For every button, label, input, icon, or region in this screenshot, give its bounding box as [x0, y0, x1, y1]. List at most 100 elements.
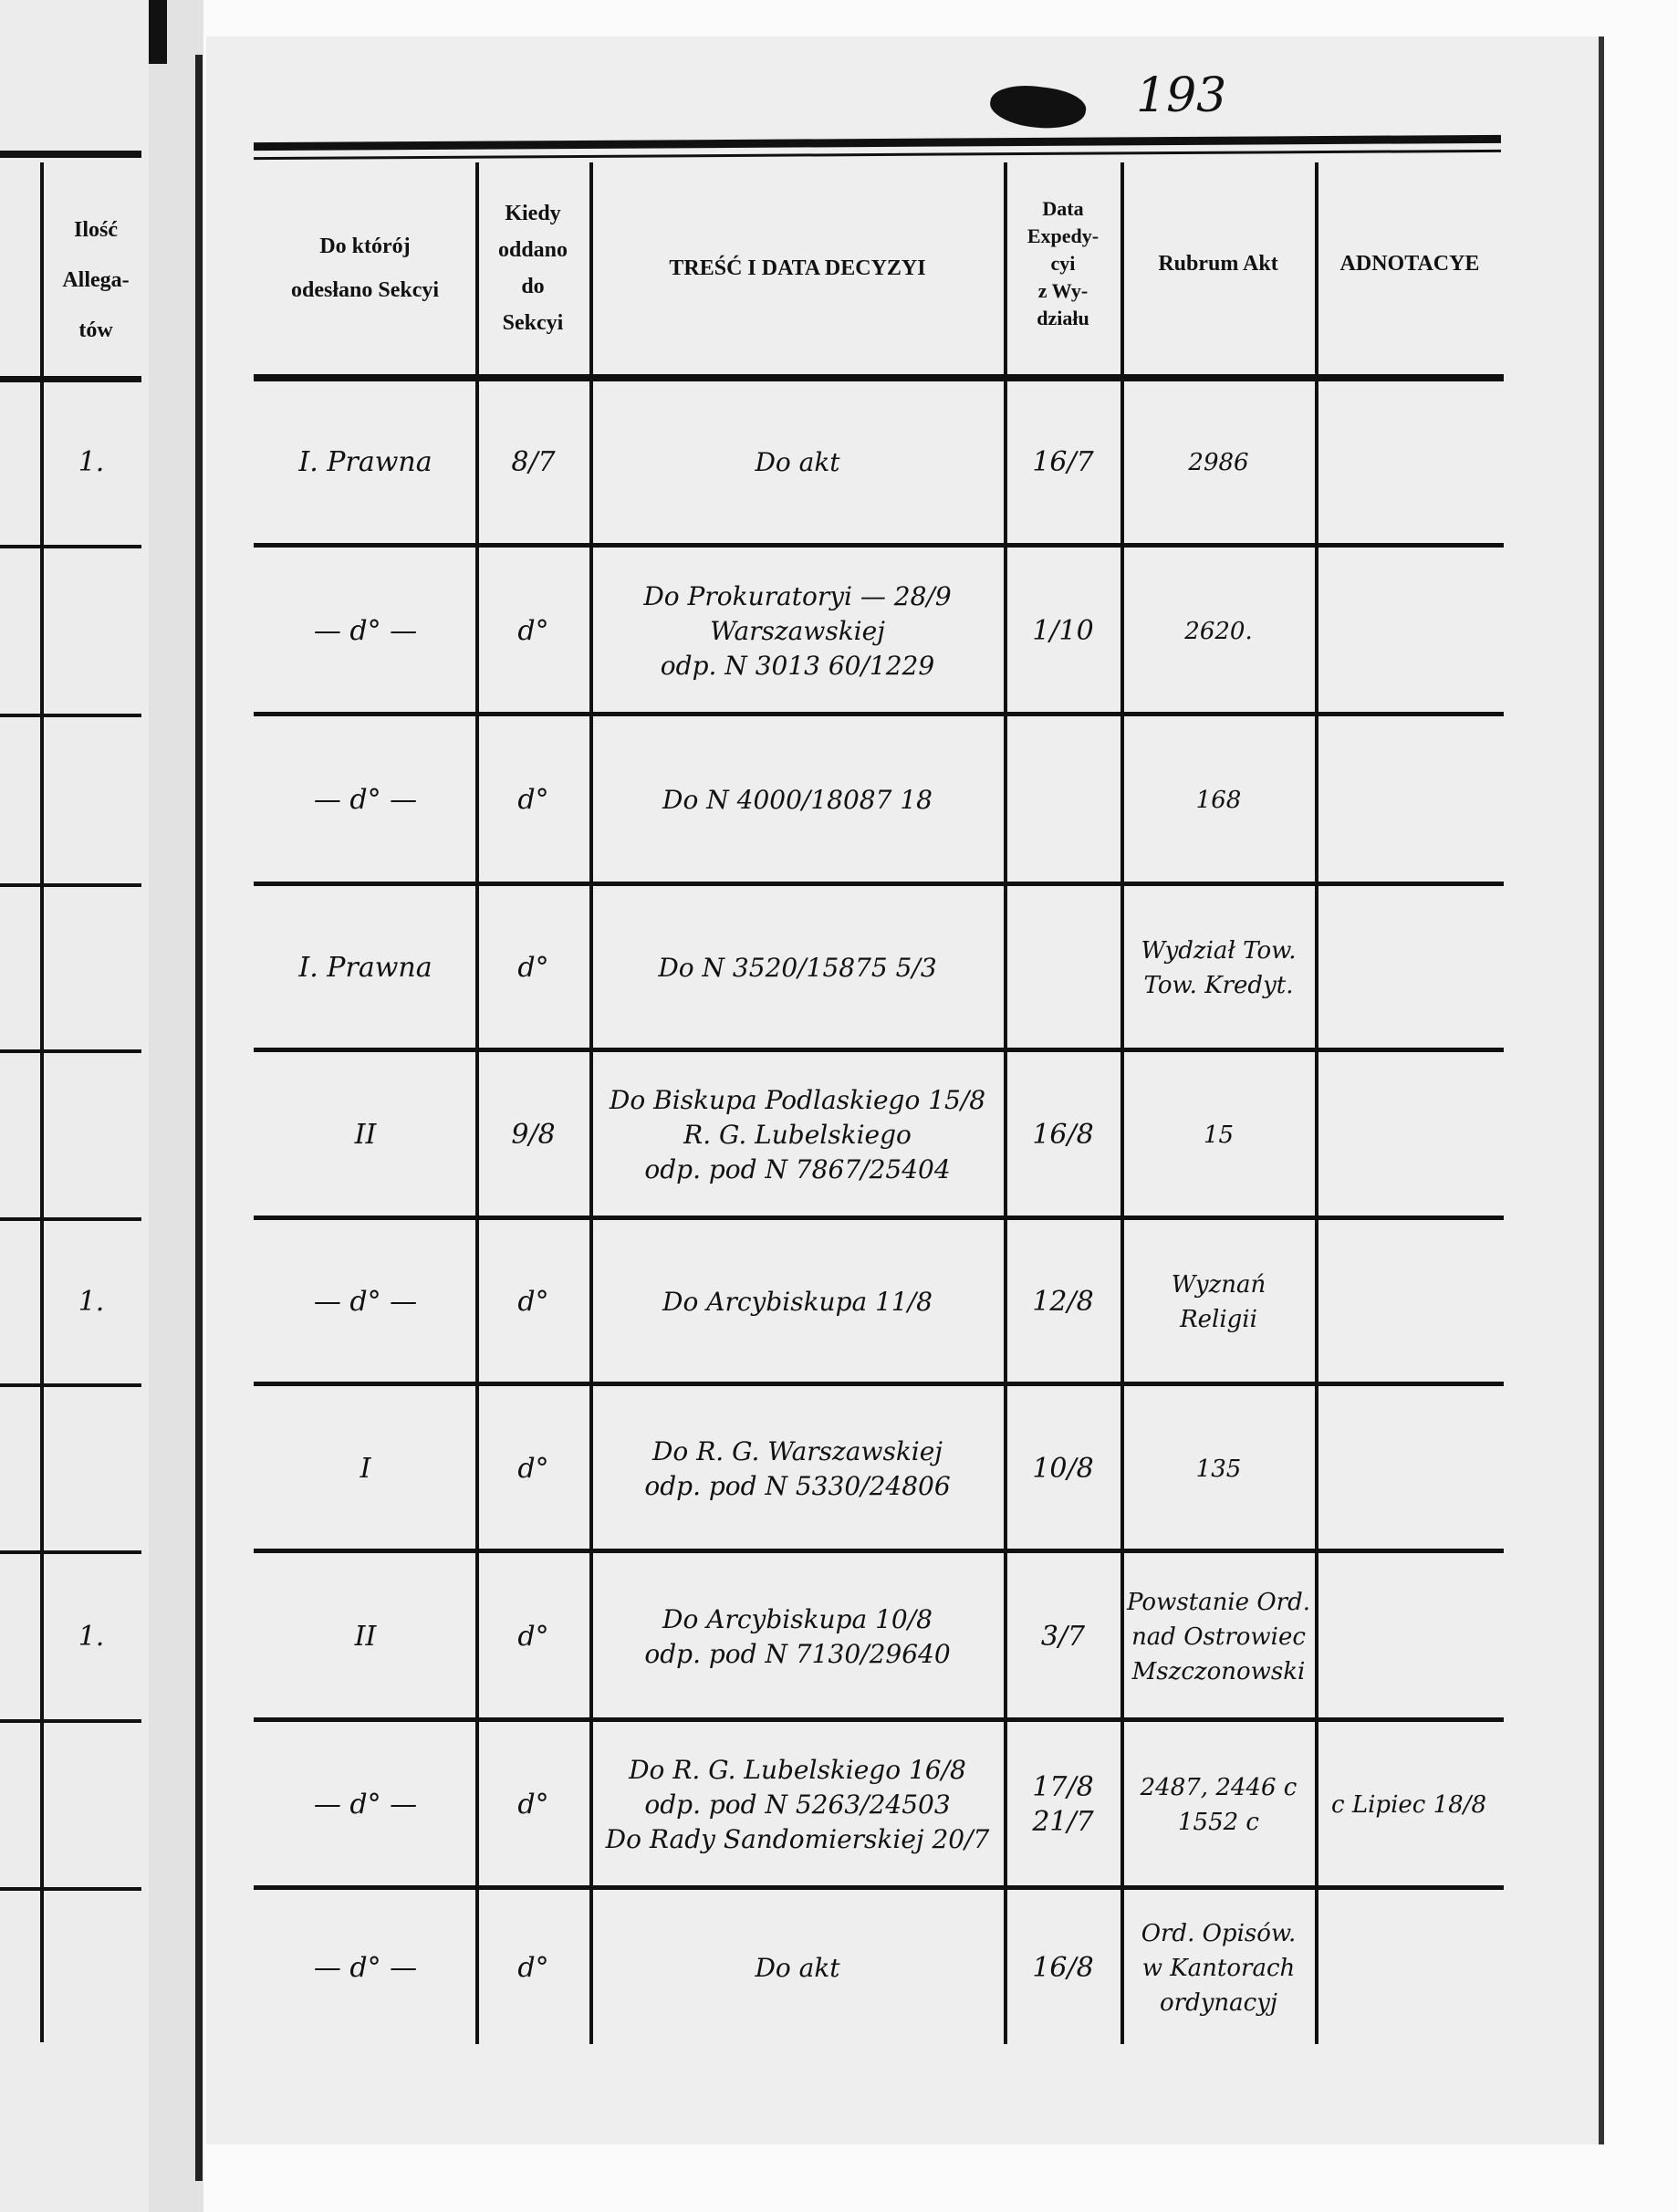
- content-text: odp. pod N 7867/25404: [644, 1154, 951, 1184]
- rubrum-text: Religii: [1180, 1306, 1257, 1333]
- row-rule: [254, 1717, 1504, 1722]
- content-text: Do akt: [755, 446, 840, 477]
- left-row-rule: [0, 1383, 141, 1387]
- allegation-count: [46, 719, 137, 882]
- cell-section: II: [259, 1055, 472, 1216]
- cell-section: — d° —: [259, 1223, 472, 1382]
- row-rule: [254, 1885, 1504, 1890]
- cell-expedition: [1009, 719, 1117, 882]
- rubrum-text: w Kantorach: [1141, 1955, 1296, 1982]
- rubrum-text: 2620.: [1184, 617, 1253, 645]
- rubrum-text: 2487, 2446 c: [1140, 1774, 1298, 1801]
- row-rule: [254, 1048, 1504, 1052]
- allegation-count: [46, 1893, 137, 2044]
- left-row-rule: [0, 1719, 141, 1723]
- content-text: Do Rady Sandomierskiej 20/7: [605, 1824, 990, 1854]
- left-header-rule: [0, 376, 141, 382]
- content-text: Do Arcybiskupa 11/8: [662, 1287, 933, 1317]
- header-line: odesłano Sekcyi: [290, 278, 440, 302]
- cell-section: I. Prawna: [259, 889, 472, 1048]
- rubrum-text: 135: [1195, 1455, 1242, 1483]
- allegation-count: [46, 550, 137, 712]
- expedition-text: 16/8: [1032, 1119, 1094, 1151]
- cell-notes: c Lipiec 18/8: [1320, 1725, 1497, 1885]
- row-rule: [254, 1216, 1504, 1220]
- rubrum-text: Mszczonowski: [1131, 1657, 1306, 1685]
- section-text: I. Prawna: [298, 445, 433, 478]
- when-text: d°: [517, 1452, 549, 1485]
- allegation-count: 1.: [78, 1286, 105, 1318]
- content-text: Warszawskiej: [710, 615, 885, 646]
- header-content: TREŚĆ I DATA DECYZYI: [669, 256, 926, 280]
- content-text: Do Biskupa Podlaskiego 15/8: [609, 1085, 986, 1115]
- header-line: tów: [78, 318, 113, 342]
- content-text: Do N 4000/18087 18: [662, 785, 933, 815]
- left-column-rule: [40, 162, 44, 2042]
- left-row-rule: [0, 714, 141, 717]
- cell-content: Do akt: [595, 1893, 1000, 2044]
- cell-section: — d° —: [259, 550, 472, 712]
- header-expedition: Data Expedy- cyi z Wy- działu: [1007, 160, 1119, 368]
- rubrum-text: Ord. Opisów.: [1141, 1920, 1297, 1947]
- header-line: Do którój: [319, 235, 411, 258]
- header-notes: ADNOTACYE: [1339, 252, 1480, 276]
- cell-rubrum: 2487, 2446 c 1552 c: [1126, 1725, 1311, 1885]
- section-text: I: [360, 1452, 371, 1485]
- section-text: — d° —: [313, 1952, 418, 1984]
- column-rule: [1004, 162, 1007, 2044]
- header-when: Kiedy oddano do Sekcyi: [479, 164, 587, 372]
- cell-notes: [1320, 381, 1497, 543]
- cell-notes: [1320, 889, 1497, 1048]
- expedition-text: 21/7: [1032, 1806, 1094, 1838]
- cell-notes: [1320, 1893, 1497, 2044]
- rubrum-text: Powstanie Ord.: [1126, 1588, 1310, 1616]
- page-number: 193: [1136, 68, 1227, 123]
- column-rule: [589, 162, 593, 2044]
- section-text: — d° —: [313, 784, 418, 816]
- cell-when: d°: [481, 1389, 586, 1549]
- left-row-rule: [0, 883, 141, 887]
- allegation-count: 1.: [78, 445, 105, 478]
- when-text: d°: [517, 1952, 549, 1984]
- gutter-binding: [149, 0, 167, 64]
- cell-when: d°: [481, 1556, 586, 1717]
- left-row-rule: [0, 1049, 141, 1053]
- cell-rubrum: Wyznań Religii: [1126, 1223, 1311, 1382]
- rubrum-text: 2986: [1188, 448, 1249, 476]
- column-rule: [475, 162, 479, 2044]
- cell-when: d°: [481, 550, 586, 712]
- cell-notes: [1320, 1055, 1497, 1216]
- cell-content: Do akt: [595, 381, 1000, 543]
- section-text: — d° —: [313, 1286, 418, 1318]
- header-line: Expedy-: [1027, 224, 1100, 247]
- notes-text: c Lipiec 18/8: [1331, 1791, 1486, 1819]
- cell-expedition: 16/8: [1009, 1893, 1117, 2044]
- cell-content: Do Biskupa Podlaskiego 15/8 R. G. Lubelsk…: [595, 1055, 1000, 1216]
- left-row-rule: [0, 545, 141, 548]
- when-text: d°: [517, 1620, 549, 1653]
- left-row-rule: [0, 1887, 141, 1891]
- cell-section: I. Prawna: [259, 381, 472, 543]
- cell-rubrum: Powstanie Ord. nad Ostrowiec Mszczonowski: [1126, 1556, 1311, 1717]
- allegation-count: [46, 1725, 137, 1885]
- cell-content: Do R. G. Lubelskiego 16/8 odp. pod N 5263…: [595, 1725, 1000, 1885]
- content-text: odp. pod N 5330/24806: [644, 1470, 951, 1501]
- rubrum-text: Wyznań: [1171, 1271, 1266, 1299]
- allegations-count-header: Ilość Allega- tów: [50, 205, 141, 356]
- section-text: I. Prawna: [298, 952, 433, 984]
- cell-content: Do Arcybiskupa 10/8 odp. pod N 7130/29640: [595, 1556, 1000, 1717]
- cell-expedition: 16/8: [1009, 1055, 1117, 1216]
- row-rule: [254, 1549, 1504, 1553]
- book-gutter: [149, 0, 203, 2212]
- cell-rubrum: Ord. Opisów. w Kantorach ordynacyj: [1126, 1893, 1311, 2044]
- cell-rubrum: 2620.: [1126, 550, 1311, 712]
- cell-expedition: 17/8 21/7: [1009, 1725, 1117, 1885]
- cell-when: 9/8: [481, 1055, 586, 1216]
- expedition-text: 3/7: [1040, 1620, 1086, 1653]
- left-top-rule: [0, 151, 141, 158]
- left-page-fragment: [0, 0, 151, 2212]
- content-text: Do Prokuratoryi — 28/9: [643, 580, 952, 611]
- cell-notes: [1320, 550, 1497, 712]
- cell-when: d°: [481, 889, 586, 1048]
- expedition-text: 16/7: [1032, 445, 1094, 478]
